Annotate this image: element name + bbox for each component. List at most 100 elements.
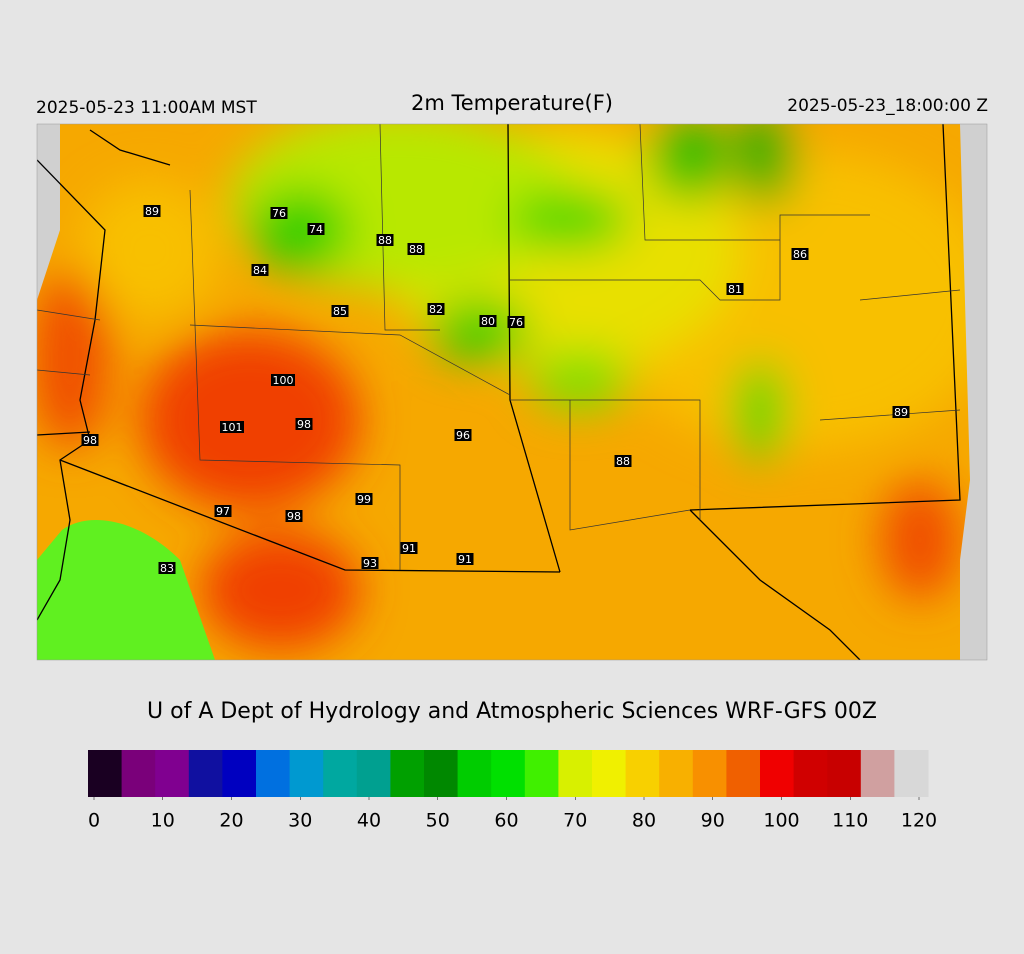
station-box <box>454 429 472 441</box>
map-title: 2m Temperature(F) <box>411 91 613 115</box>
map-frame <box>36 123 988 661</box>
station-box <box>892 406 910 418</box>
station-box <box>295 418 313 430</box>
station-value: 99 <box>357 493 371 506</box>
colorbar-swatch <box>256 750 291 797</box>
station-box <box>81 434 99 446</box>
colorbar-swatch <box>323 750 358 797</box>
colorbar: 0 10 20 30 40 50 60 70 80 90 100 110 120 <box>88 750 937 832</box>
station-box <box>791 248 809 260</box>
colorbar-swatch <box>457 750 492 797</box>
colorbar-swatch <box>356 750 391 797</box>
station-value: 82 <box>429 303 443 316</box>
station-value: 88 <box>378 234 392 247</box>
station-value: 84 <box>253 264 267 277</box>
credit: U of A Dept of Hydrology and Atmospheric… <box>147 699 877 724</box>
station-value: 83 <box>160 562 174 575</box>
station-box <box>407 243 425 255</box>
station-value: 89 <box>894 406 908 419</box>
station-box <box>456 553 474 565</box>
colorbar-tick-label: 20 <box>219 810 243 832</box>
station-box <box>331 305 349 317</box>
colorbar-tick-label: 100 <box>763 810 799 832</box>
station-value: 88 <box>409 243 423 256</box>
station-box <box>143 205 161 217</box>
colorbar-swatch <box>558 750 593 797</box>
colorbar-tick-label: 30 <box>288 810 312 832</box>
station-value: 81 <box>728 283 742 296</box>
station-box <box>400 542 418 554</box>
station-value: 88 <box>616 455 630 468</box>
colorbar-tick-label: 60 <box>494 810 518 832</box>
colorbar-swatch <box>894 750 929 797</box>
station-value: 98 <box>83 434 97 447</box>
colorbar-tick-label: 120 <box>901 810 937 832</box>
station-value: 86 <box>793 248 807 261</box>
colorbar-swatch <box>390 750 425 797</box>
colorbar-tick-label: 40 <box>357 810 381 832</box>
valid-local-time: 2025-05-23 11:00AM MST <box>36 98 257 118</box>
station-value: 98 <box>287 510 301 523</box>
colorbar-swatch <box>692 750 727 797</box>
colorbar-swatch <box>625 750 660 797</box>
station-box <box>271 374 295 386</box>
colorbar-swatch <box>827 750 862 797</box>
station-value: 80 <box>481 315 495 328</box>
station-value: 97 <box>216 505 230 518</box>
station-value: 96 <box>456 429 470 442</box>
station-box <box>214 505 232 517</box>
station-box <box>614 455 632 467</box>
station-value: 76 <box>509 316 523 329</box>
station-value: 100 <box>273 374 294 387</box>
station-box <box>270 207 288 219</box>
colorbar-tick-label: 80 <box>632 810 656 832</box>
station-box <box>158 562 176 574</box>
station-box <box>507 316 525 328</box>
station-box <box>361 557 379 569</box>
colorbar-tick-label: 10 <box>151 810 175 832</box>
station-value: 89 <box>145 205 159 218</box>
colorbar-swatch <box>592 750 627 797</box>
station-value: 98 <box>297 418 311 431</box>
colorbar-tick-label: 50 <box>426 810 450 832</box>
colorbar-swatch <box>659 750 694 797</box>
colorbar-tick-label: 70 <box>563 810 587 832</box>
station-box <box>220 421 244 433</box>
station-box <box>251 264 269 276</box>
station-value: 93 <box>363 557 377 570</box>
colorbar-swatch <box>222 750 257 797</box>
colorbar-swatch <box>424 750 459 797</box>
temperature-field <box>37 124 987 660</box>
station-box <box>355 493 373 505</box>
station-box <box>285 510 303 522</box>
station-value: 101 <box>222 421 243 434</box>
colorbar-swatch <box>289 750 324 797</box>
station-value: 74 <box>309 223 323 236</box>
valid-utc-time: 2025-05-23_18:00:00 Z <box>787 96 988 116</box>
colorbar-swatch <box>121 750 156 797</box>
colorbar-tick-label: 90 <box>701 810 725 832</box>
colorbar-swatch <box>188 750 223 797</box>
colorbar-swatch <box>726 750 761 797</box>
colorbar-swatch <box>860 750 895 797</box>
colorbar-swatch <box>524 750 559 797</box>
station-box <box>376 234 394 246</box>
colorbar-swatch <box>760 750 795 797</box>
station-box <box>479 315 497 327</box>
colorbar-swatch <box>491 750 526 797</box>
station-box <box>427 303 445 315</box>
station-value: 76 <box>272 207 286 220</box>
station-value: 91 <box>402 542 416 555</box>
station-labels: 89 76 74 88 88 84 86 81 85 82 80 76 100 101 98 96 98 88 89… <box>81 205 910 575</box>
colorbar-tick-label: 110 <box>832 810 868 832</box>
station-box <box>726 283 744 295</box>
colorbar-swatch <box>88 750 123 797</box>
station-value: 85 <box>333 305 347 318</box>
station-value: 91 <box>458 553 472 566</box>
station-box <box>307 223 325 235</box>
colorbar-tick-label: 0 <box>88 810 100 832</box>
colorbar-swatch <box>793 750 828 797</box>
colorbar-swatch <box>155 750 190 797</box>
